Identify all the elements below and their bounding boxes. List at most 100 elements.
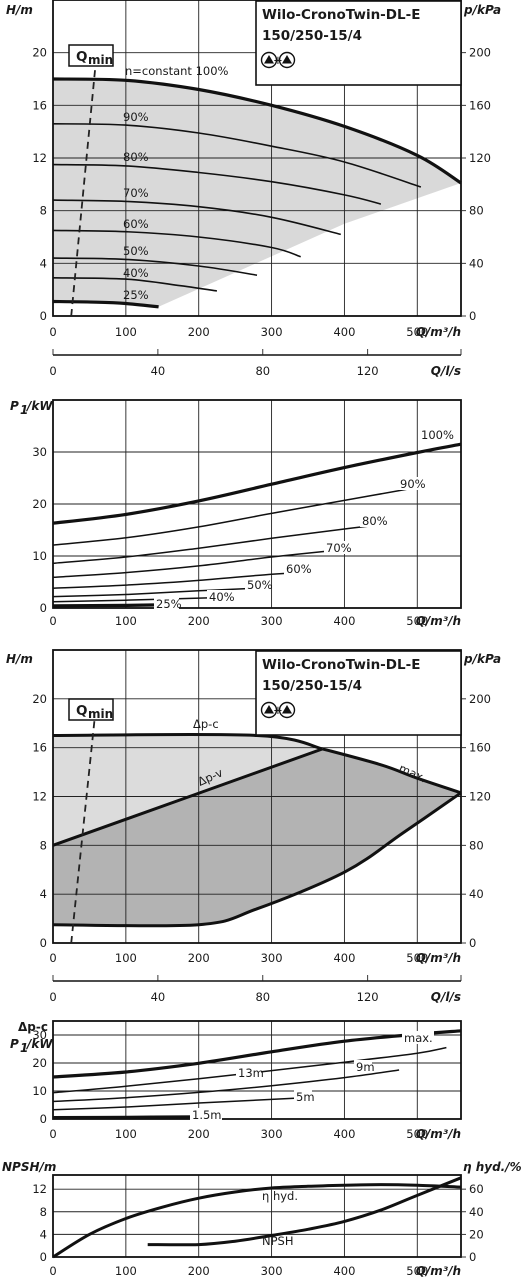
chart-area-layer bbox=[53, 79, 461, 926]
hq-twin-pump-icon-plus: + bbox=[273, 53, 283, 67]
p1-label-bg-1 bbox=[398, 477, 423, 490]
hq-y-tick-4: 4 bbox=[40, 256, 47, 270]
dpc-x-tick-400: 400 bbox=[333, 1127, 355, 1141]
hq-qmin-box bbox=[68, 44, 114, 67]
p1-label-bg-5 bbox=[245, 578, 270, 591]
npsh-y-axis-label: NPSH/m bbox=[2, 1160, 56, 1174]
ctrl-x-axis-label: Q/m³/h bbox=[416, 951, 461, 965]
p1-label-bg-7 bbox=[154, 597, 179, 610]
npsh-y-tick-4: 4 bbox=[40, 1227, 47, 1241]
npsh-curve-1 bbox=[147, 1176, 462, 1247]
npsh-x-axis-label: Q/m³/h bbox=[416, 1264, 461, 1278]
npsh-npsh-label: NPSH bbox=[262, 1234, 294, 1248]
ctrl-dpv-curve bbox=[52, 747, 324, 847]
dpc-y-tick-20: 20 bbox=[32, 1056, 47, 1070]
dpc-x-tick-500: 500 bbox=[406, 1127, 428, 1141]
p1-x-tick-400: 400 bbox=[333, 614, 355, 628]
ctrl-y-tick-4: 4 bbox=[40, 887, 47, 901]
hq-y-tick-12: 12 bbox=[32, 151, 47, 165]
ctrl-ls-tick-0: 0 bbox=[49, 990, 56, 1004]
hq-curve-label-3: 70% bbox=[123, 186, 149, 200]
p1-curve-label-3: 70% bbox=[326, 541, 352, 555]
hq-x-tick-200: 200 bbox=[188, 325, 210, 339]
p1-y-tick-0: 0 bbox=[40, 601, 47, 615]
npsh-plot-frame bbox=[52, 1174, 462, 1258]
p1-curve-5 bbox=[52, 587, 258, 598]
ctrl-twin-pump-icon-plus: + bbox=[273, 703, 283, 717]
hq-curve-4 bbox=[52, 229, 301, 258]
ctrl-x-tick-300: 300 bbox=[261, 951, 283, 965]
p1-plot-frame bbox=[52, 399, 462, 609]
dpc-plot-frame bbox=[52, 1020, 462, 1120]
p1-curve-label-1: 90% bbox=[400, 477, 426, 491]
ctrl-qmin-subscript: min bbox=[88, 707, 113, 721]
dpc-label-bg-3 bbox=[294, 1090, 312, 1103]
p1-curve-label-2: 80% bbox=[362, 514, 388, 528]
ctrl-min-curve bbox=[52, 791, 462, 928]
hq-x-tick-300: 300 bbox=[261, 325, 283, 339]
p1-x-tick-300: 300 bbox=[261, 614, 283, 628]
ctrl-dpc-label: Δp-c bbox=[193, 717, 219, 731]
p1-x-axis-label: Q/m³/h bbox=[416, 614, 461, 628]
ctrl-qmin-box bbox=[68, 698, 114, 721]
ctrl-max-curve bbox=[322, 747, 462, 795]
p1-curve-label-6: 40% bbox=[209, 590, 235, 604]
p1-label-bg-3 bbox=[324, 541, 349, 554]
hq-x-tick-0: 0 bbox=[49, 325, 56, 339]
npsh-x-tick-300: 300 bbox=[261, 1264, 283, 1278]
npsh-x-tick-400: 400 bbox=[333, 1264, 355, 1278]
ctrl-title: Wilo-CronoTwin-DL-E bbox=[262, 657, 420, 673]
npsh-y-tick-12: 12 bbox=[32, 1182, 47, 1196]
p1-y-tick-10: 10 bbox=[32, 549, 47, 563]
p1-curve-0 bbox=[52, 442, 462, 525]
p1-y-tick-20: 20 bbox=[32, 497, 47, 511]
ctrl-y-tick-8: 8 bbox=[40, 838, 47, 852]
hq-right-axis-label: p/kPa bbox=[463, 3, 501, 17]
dpc-label-bg-1 bbox=[236, 1066, 261, 1079]
dpc-curve-label-4: 1.5m bbox=[192, 1108, 222, 1122]
npsh-eta-label: η hyd. bbox=[262, 1189, 298, 1203]
p1-curve-label-5: 50% bbox=[247, 578, 273, 592]
ctrl-x-tick-200: 200 bbox=[188, 951, 210, 965]
hq-qmin-line bbox=[70, 52, 98, 317]
p1-y-axis-label: P bbox=[10, 399, 19, 413]
p1-y-tick-30: 30 bbox=[32, 445, 47, 459]
hq-curve-3 bbox=[52, 199, 341, 236]
p1-curve-2 bbox=[52, 524, 381, 565]
hq-x-tick-400: 400 bbox=[333, 325, 355, 339]
dpc-x-tick-300: 300 bbox=[261, 1127, 283, 1141]
hq-right-tick-80: 80 bbox=[469, 204, 484, 218]
hq-right-tick-40: 40 bbox=[469, 256, 484, 270]
hq-curve-2 bbox=[52, 163, 382, 205]
p1-x-tick-500: 500 bbox=[406, 614, 428, 628]
ctrl-dpc-curve bbox=[52, 732, 323, 751]
ctrl-ls-axis-label: Q/l/s bbox=[431, 990, 461, 1004]
hq-y-tick-16: 16 bbox=[32, 98, 47, 112]
npsh-y-tick-0: 0 bbox=[40, 1250, 47, 1264]
p1-curve-3 bbox=[52, 549, 341, 579]
dpc-curve-label-0: max. bbox=[404, 1031, 433, 1045]
dpc-curve-2 bbox=[52, 1069, 400, 1103]
npsh-right-tick-40: 40 bbox=[469, 1205, 484, 1219]
npsh-y-tick-8: 8 bbox=[40, 1205, 47, 1219]
hq-title: Wilo-CronoTwin-DL-E bbox=[262, 7, 420, 23]
p1-x-tick-0: 0 bbox=[49, 614, 56, 628]
dpc-x-tick-100: 100 bbox=[115, 1127, 137, 1141]
ctrl-qmin-line bbox=[70, 698, 98, 944]
npsh-curve-0 bbox=[52, 1183, 462, 1259]
ctrl-right-tick-160: 160 bbox=[469, 741, 491, 755]
hq-x-axis-label: Q/m³/h bbox=[416, 325, 461, 339]
hq-curve-1 bbox=[52, 123, 422, 188]
npsh-right-tick-60: 60 bbox=[469, 1182, 484, 1196]
ctrl-right-tick-120: 120 bbox=[469, 790, 491, 804]
hq-curve-label-0: n=constant 100% bbox=[125, 64, 229, 78]
hq-right-tick-160: 160 bbox=[469, 98, 491, 112]
p1-label-bg-6 bbox=[207, 590, 232, 603]
ctrl-dpv-area bbox=[53, 748, 461, 926]
hq-ls-axis-label: Q/l/s bbox=[431, 364, 461, 378]
ctrl-ls-tick-40: 40 bbox=[151, 990, 166, 1004]
npsh-right-tick-0: 0 bbox=[469, 1250, 476, 1264]
dpc-label-bg-2 bbox=[354, 1060, 372, 1073]
